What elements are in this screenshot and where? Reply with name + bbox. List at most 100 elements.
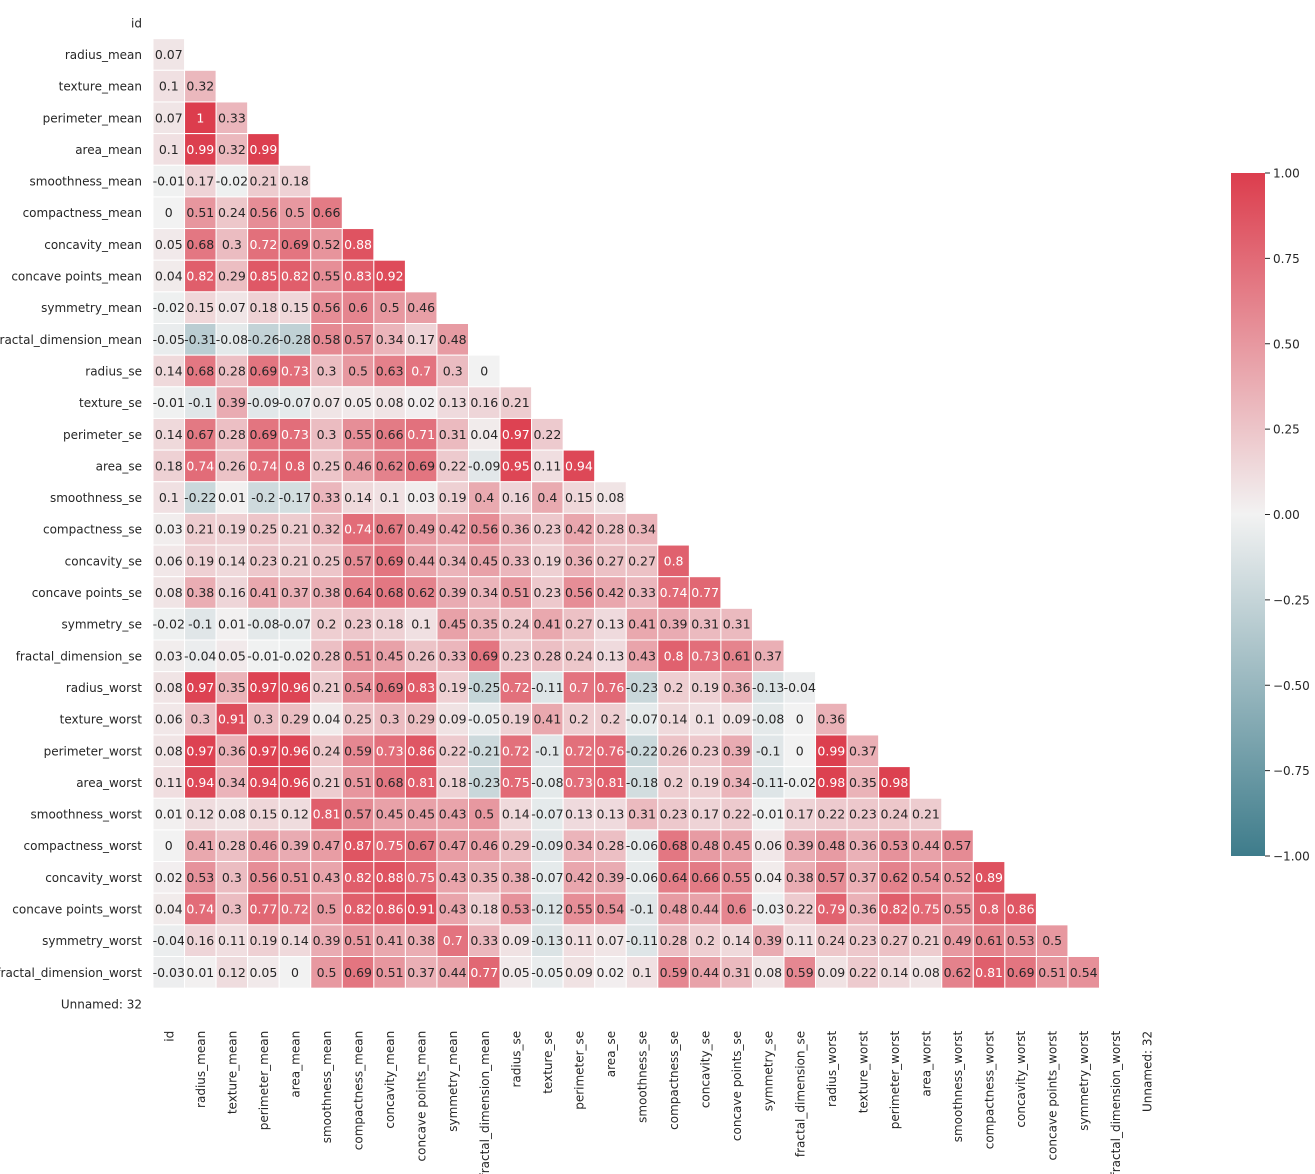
- cell-value-label: 0.48: [691, 838, 719, 853]
- cell-value-label: 0.05: [155, 237, 183, 252]
- cell-value-label: 0: [796, 743, 804, 758]
- heatmap-cell: [247, 702, 280, 736]
- heatmap-cell: [688, 607, 722, 641]
- heatmap-cell: [531, 449, 564, 483]
- cell-value-label: 0.51: [344, 933, 372, 948]
- cell-value-label: -0.23: [626, 680, 658, 695]
- cell-value-label: 0.03: [407, 490, 435, 505]
- heatmap-cell: [594, 797, 627, 831]
- cell-value-label: 0.5: [380, 300, 400, 315]
- cell-value-label: -0.03: [153, 965, 185, 980]
- y-tick-label: concavity_se: [65, 554, 142, 568]
- heatmap-cell: [247, 417, 280, 451]
- cell-value-label: 0.64: [344, 585, 372, 600]
- heatmap-cell: [215, 956, 249, 989]
- cell-value-label: 0.43: [439, 902, 467, 917]
- cell-value-label: 0.35: [470, 870, 498, 885]
- heatmap-cell: [247, 734, 280, 768]
- cell-value-label: 0.53: [186, 870, 214, 885]
- cell-value-label: 0.64: [660, 870, 688, 885]
- cell-value-label: 0.55: [944, 902, 972, 917]
- cell-value-label: 0.39: [281, 838, 309, 853]
- heatmap-cell: [499, 797, 533, 831]
- colorbar-gradient: [1231, 173, 1265, 856]
- cell-value-label: -0.06: [626, 838, 658, 853]
- cell-value-label: -0.04: [153, 933, 185, 948]
- cell-value-label: 0.51: [502, 585, 530, 600]
- cell-value-label: 0.28: [597, 838, 625, 853]
- heatmap-cell: [815, 924, 848, 957]
- heatmap-cell: [247, 133, 280, 166]
- cell-value-label: 0.23: [344, 617, 372, 632]
- cell-value-label: 0.96: [281, 743, 309, 758]
- x-tick-label: radius_se: [509, 1031, 523, 1088]
- cell-value-label: 0.39: [786, 838, 814, 853]
- cell-value-label: 0.56: [313, 300, 341, 315]
- heatmap-cell: [404, 386, 438, 419]
- cell-value-label: 0.72: [565, 743, 593, 758]
- cell-value-label: 0.3: [380, 712, 400, 727]
- cell-value-label: 0.3: [190, 712, 210, 727]
- heatmap-cell: [783, 956, 817, 989]
- heatmap-cell: [468, 512, 501, 546]
- cell-value-label: -0.09: [468, 458, 500, 473]
- y-tick-label: fractal_dimension_se: [16, 649, 142, 663]
- cell-value-label: 0.36: [565, 553, 593, 568]
- heatmap-cell: [815, 892, 848, 926]
- cell-value-label: 0.94: [565, 458, 593, 473]
- cell-value-label: 0.27: [628, 553, 656, 568]
- cell-value-label: 0.45: [376, 648, 404, 663]
- cell-value-label: 0.56: [250, 870, 278, 885]
- heatmap-cell: [878, 766, 911, 799]
- cell-value-label: 0.55: [313, 269, 341, 284]
- cell-value-label: 0.18: [281, 174, 309, 189]
- heatmap-cell: [688, 892, 722, 926]
- cell-value-label: 0.45: [376, 807, 404, 822]
- heatmap-cell: [310, 196, 343, 230]
- heatmap-cell: [909, 924, 943, 957]
- x-tick-label: texture_se: [541, 1031, 555, 1094]
- y-tick-label: compactness_mean: [23, 206, 142, 220]
- cell-value-label: 0.34: [218, 775, 246, 790]
- heatmap-cell: [247, 576, 280, 609]
- cell-value-label: 0.5: [317, 902, 337, 917]
- cell-value-label: 0.69: [376, 680, 404, 695]
- y-tick-label: area_se: [96, 459, 142, 473]
- cell-value-label: 0.28: [533, 648, 561, 663]
- cell-value-label: 0.16: [470, 395, 498, 410]
- x-tick-label: id: [162, 1031, 176, 1042]
- heatmap-cell: [815, 829, 848, 863]
- heatmap-cell: [688, 797, 722, 831]
- cell-value-label: 0.34: [376, 332, 404, 347]
- cell-value-label: 0.51: [376, 965, 404, 980]
- cell-value-label: 0.15: [281, 300, 309, 315]
- cell-value-label: 0.41: [533, 712, 561, 727]
- cell-value-label: 0.67: [407, 838, 435, 853]
- cell-value-label: 0.54: [912, 870, 940, 885]
- heatmap-cell: [215, 386, 249, 419]
- cell-value-label: 0.13: [597, 648, 625, 663]
- cell-value-label: 0.01: [218, 617, 246, 632]
- heatmap-cell: [152, 323, 186, 356]
- cell-value-label: 0.42: [439, 522, 467, 537]
- heatmap-cell: [783, 766, 817, 799]
- cell-value-label: 0.23: [502, 648, 530, 663]
- cell-value-label: 0.11: [565, 933, 593, 948]
- cell-value-label: 0.8: [664, 648, 684, 663]
- heatmap-cell: [1067, 956, 1100, 989]
- heatmap-cell: [152, 354, 186, 388]
- cell-value-label: 0.45: [439, 617, 467, 632]
- cell-value-label: 0.08: [155, 680, 183, 695]
- heatmap-cell: [310, 544, 343, 578]
- heatmap-cell: [278, 734, 312, 768]
- heatmap-cell: [373, 797, 406, 831]
- cell-value-label: 0.01: [218, 490, 246, 505]
- x-tick-label: area_se: [604, 1031, 618, 1077]
- cell-value-label: -0.11: [531, 680, 563, 695]
- cell-value-label: 0.48: [817, 838, 845, 853]
- heatmap-cell: [941, 956, 974, 989]
- cell-value-label: 0.36: [849, 838, 877, 853]
- heatmap-cell: [152, 386, 186, 419]
- heatmap-cell: [783, 671, 817, 704]
- cell-value-label: 0.45: [723, 838, 751, 853]
